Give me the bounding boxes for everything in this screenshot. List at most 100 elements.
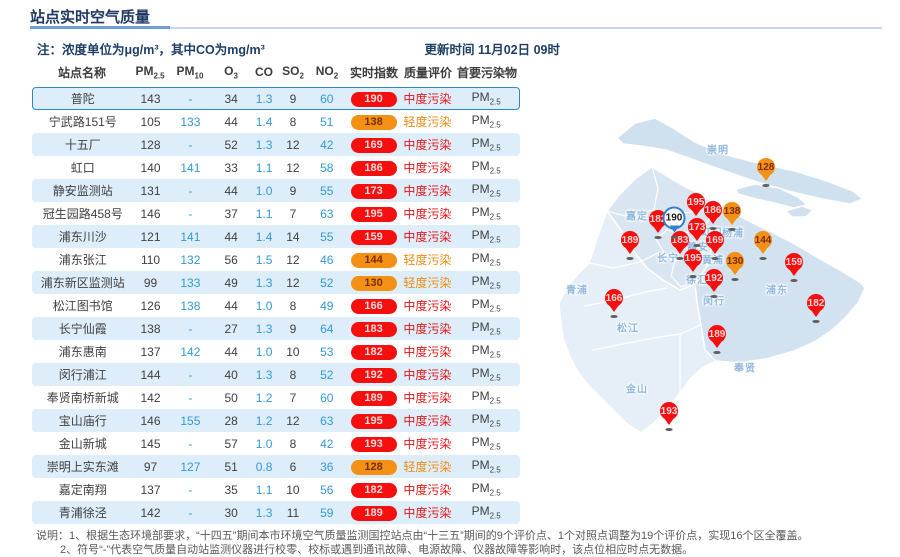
column-header-2: PM10 xyxy=(176,63,204,81)
table-row[interactable]: 金山新城 145 - 57 1.0 8 42 193 中度污染 PM2.5 xyxy=(32,432,520,455)
quality-level-cell: 中度污染 xyxy=(403,322,452,336)
so2-cell: 11 xyxy=(286,505,300,520)
map-marker[interactable]: 128 xyxy=(757,158,775,176)
map-marker-selected[interactable]: 190 xyxy=(662,206,686,230)
table-row[interactable]: 浦东新区监测站 99 133 49 1.3 12 52 130 轻度污染 PM2.5 xyxy=(32,271,520,294)
map-marker[interactable]: 130 xyxy=(726,252,744,270)
district-label: 杨浦 xyxy=(722,228,744,240)
table-row[interactable]: 青浦徐泾 142 - 30 1.3 11 59 189 中度污染 PM2.5 xyxy=(32,501,520,524)
station-name-cell: 浦东新区监测站 xyxy=(40,276,125,290)
primary-pollutant-cell: PM2.5 xyxy=(471,412,501,429)
primary-pollutant-cell: PM2.5 xyxy=(471,504,501,521)
aqi-badge: 138 xyxy=(350,114,397,130)
pm25-cell: 110 xyxy=(140,252,161,267)
pm10-cell: 155 xyxy=(180,413,201,428)
map-marker[interactable]: 195 xyxy=(684,249,702,267)
map-marker[interactable]: 169 xyxy=(706,231,724,249)
station-name-cell: 浦东川沙 xyxy=(58,230,107,244)
aqi-badge: 195 xyxy=(350,413,397,429)
table-row[interactable]: 静安监测站 131 - 44 1.0 9 55 173 中度污染 PM2.5 xyxy=(32,179,520,202)
map-marker[interactable]: 159 xyxy=(785,253,803,271)
map-marker[interactable]: 182 xyxy=(807,294,825,312)
table-row[interactable]: 浦东惠南 137 142 44 1.0 10 53 182 中度污染 PM2.5 xyxy=(32,340,520,363)
column-header-9: 首要污染物 xyxy=(456,65,517,80)
no2-cell: 59 xyxy=(320,505,334,520)
map-marker[interactable]: 192 xyxy=(705,269,723,287)
primary-pollutant-cell: PM2.5 xyxy=(471,458,501,475)
table-row[interactable]: 松江图书馆 126 138 44 1.0 8 49 166 中度污染 PM2.5 xyxy=(32,294,520,317)
so2-cell: 9 xyxy=(289,183,297,198)
no2-cell: 53 xyxy=(320,344,334,359)
map-marker[interactable]: 195 xyxy=(687,193,705,211)
map-marker[interactable]: 144 xyxy=(754,231,772,249)
table-row[interactable]: 浦东川沙 121 141 44 1.4 14 55 159 中度污染 PM2.5 xyxy=(32,225,520,248)
table-row[interactable]: 宁武路151号 105 133 44 1.4 8 51 138 轻度污染 PM2.5 xyxy=(32,110,520,133)
map-marker[interactable]: 138 xyxy=(723,202,741,220)
map-basemap xyxy=(558,117,866,434)
primary-pollutant-cell: PM2.5 xyxy=(471,90,501,107)
table-row[interactable]: 崇明上实东滩 97 127 51 0.8 6 36 128 轻度污染 PM2.5 xyxy=(32,455,520,478)
pm25-cell: 145 xyxy=(140,436,161,451)
aqi-badge: 166 xyxy=(350,298,397,314)
district-label: 金山 xyxy=(626,384,648,396)
o3-cell: 49 xyxy=(224,275,238,290)
o3-cell: 50 xyxy=(224,390,238,405)
primary-pollutant-cell: PM2.5 xyxy=(471,228,501,245)
footnote-line-1: 说明：1、根据生态环境部要求，“十四五”期间本市环境空气质量监测国控站点由“十三… xyxy=(36,530,809,542)
table-row[interactable]: 虹口 140 141 33 1.1 12 58 186 中度污染 PM2.5 xyxy=(32,156,520,179)
aqi-badge: 130 xyxy=(350,275,397,291)
station-name-cell: 青浦徐泾 xyxy=(58,506,107,520)
no2-cell: 55 xyxy=(320,183,334,198)
primary-pollutant-cell: PM2.5 xyxy=(471,274,501,291)
no2-cell: 60 xyxy=(320,91,334,106)
o3-cell: 51 xyxy=(224,459,238,474)
no2-cell: 52 xyxy=(320,275,334,290)
table-row[interactable]: 浦东张江 110 132 56 1.5 12 46 144 轻度污染 PM2.5 xyxy=(32,248,520,271)
table-row[interactable]: 奉贤南桥新城 142 - 50 1.2 7 60 189 中度污染 PM2.5 xyxy=(32,386,520,409)
quality-level-cell: 中度污染 xyxy=(403,506,452,520)
pm25-cell: 121 xyxy=(140,229,161,244)
o3-cell: 44 xyxy=(224,183,238,198)
aqi-badge: 189 xyxy=(350,390,397,406)
table-row[interactable]: 宝山庙行 146 155 28 1.2 12 63 195 中度污染 PM2.5 xyxy=(32,409,520,432)
update-time: 更新时间 11月02日 09时 xyxy=(424,43,560,57)
co-cell: 1.3 xyxy=(255,367,273,382)
pm25-cell: 146 xyxy=(140,413,161,428)
table-row[interactable]: 冠生园路458号 146 - 37 1.1 7 63 195 中度污染 PM2.5 xyxy=(32,202,520,225)
table-row[interactable]: 嘉定南翔 137 - 35 1.1 10 56 182 中度污染 PM2.5 xyxy=(32,478,520,501)
quality-level-cell: 中度污染 xyxy=(403,230,452,244)
table-row[interactable]: 长宁仙霞 138 - 27 1.3 9 64 183 中度污染 PM2.5 xyxy=(32,317,520,340)
so2-cell: 8 xyxy=(289,298,297,313)
table-row[interactable]: 闵行浦江 144 - 40 1.3 8 52 192 中度污染 PM2.5 xyxy=(32,363,520,386)
station-name-cell: 虹口 xyxy=(70,161,95,175)
table-row[interactable]: 十五厂 128 - 52 1.3 12 42 169 中度污染 PM2.5 xyxy=(32,133,520,156)
map-marker[interactable]: 186 xyxy=(704,201,722,219)
co-cell: 1.1 xyxy=(255,160,273,175)
pm25-cell: 143 xyxy=(140,91,161,106)
co-cell: 1.3 xyxy=(255,91,273,106)
station-name-cell: 普陀 xyxy=(70,92,95,106)
co-cell: 1.4 xyxy=(255,114,273,129)
map-marker[interactable]: 189 xyxy=(708,325,726,343)
table-row[interactable]: 普陀 143 - 34 1.3 9 60 190 中度污染 PM2.5 xyxy=(32,87,520,110)
no2-cell: 55 xyxy=(320,229,334,244)
map-marker[interactable]: 189 xyxy=(621,231,639,249)
aqi-badge: 144 xyxy=(350,252,397,268)
so2-cell: 12 xyxy=(286,275,300,290)
aqi-badge: 183 xyxy=(350,321,397,337)
district-label: 青浦 xyxy=(566,285,588,297)
o3-cell: 30 xyxy=(224,505,238,520)
station-name-cell: 嘉定南翔 xyxy=(58,483,107,497)
pm10-cell: - xyxy=(188,436,193,451)
map-marker[interactable]: 173 xyxy=(688,218,706,236)
primary-pollutant-cell: PM2.5 xyxy=(471,343,501,360)
no2-cell: 36 xyxy=(320,459,334,474)
shanghai-aqi-map: 崇明嘉定虹口杨浦静安长宁黄浦徐汇浦东青浦闵行松江奉贤金山 12819518613… xyxy=(555,110,900,450)
map-marker[interactable]: 193 xyxy=(660,402,678,420)
aqi-index-cell: 159 xyxy=(346,229,402,245)
o3-cell: 44 xyxy=(224,229,238,244)
pm25-cell: 128 xyxy=(140,137,161,152)
map-marker[interactable]: 166 xyxy=(605,289,623,307)
station-name-cell: 金山新城 xyxy=(58,437,107,451)
quality-level-cell: 中度污染 xyxy=(403,161,452,175)
